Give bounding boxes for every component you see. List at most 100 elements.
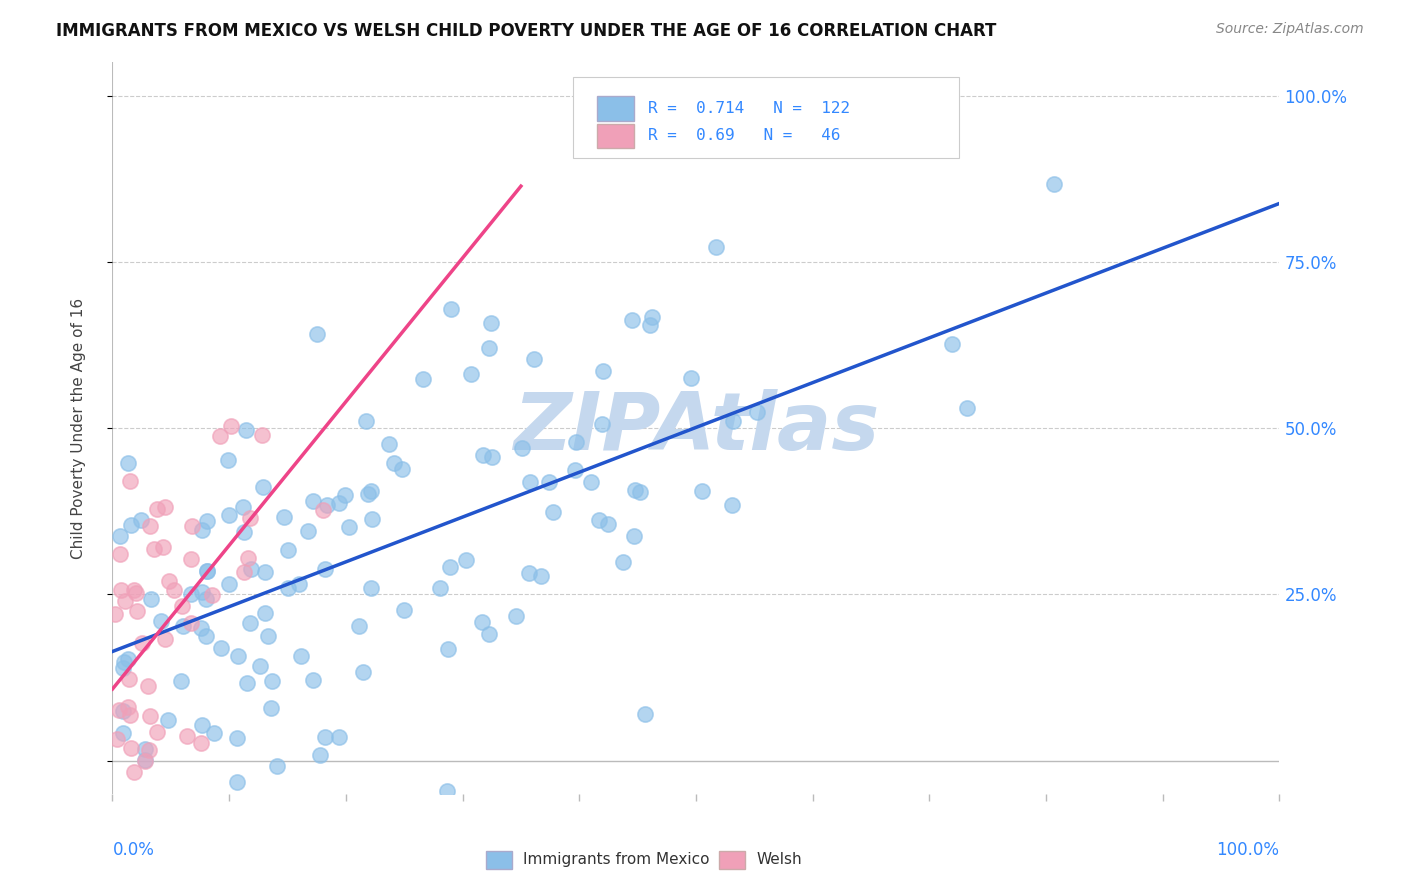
Point [510,441,533,455]
Point [360,581,382,595]
Point [195,564,218,578]
Point [239,510,262,524]
Point [226,648,249,663]
Point [235,423,257,437]
Point [117,699,139,714]
Point [454,553,477,567]
Point [378,437,401,451]
Point [290,648,312,663]
Point [190,735,212,749]
Text: Immigrants from Mexico: Immigrants from Mexico [523,852,710,867]
Point [127,604,149,618]
Point [218,508,240,523]
Point [195,514,218,528]
Point [233,524,256,539]
Point [565,435,588,450]
Point [136,679,159,693]
Point [481,450,503,464]
Point [120,475,142,489]
Point [623,529,645,543]
Point [112,704,135,718]
Point [254,565,277,579]
Point [307,327,329,342]
Point [191,523,214,537]
Point [235,676,257,690]
Point [146,501,169,516]
Point [114,806,136,821]
Point [138,743,160,757]
Point [579,475,602,489]
Point [191,585,214,599]
Point [180,587,202,601]
Point [360,483,382,498]
Point [254,607,277,621]
Point [117,652,139,666]
Point [191,718,214,732]
Point [505,608,527,623]
Point [519,475,541,489]
Point [131,512,153,526]
Point [139,519,162,533]
Point [131,636,153,650]
Text: 100.0%: 100.0% [1216,841,1279,859]
Point [152,540,174,554]
Point [479,316,502,330]
Point [460,367,482,381]
Point [156,713,179,727]
Point [628,485,651,500]
Text: R =  0.69   N =   46: R = 0.69 N = 46 [648,128,841,143]
Point [745,404,768,418]
Text: ZIPAtlas: ZIPAtlas [513,389,879,467]
Point [103,607,125,621]
Point [301,673,323,688]
Point [218,576,240,591]
Point [110,583,132,598]
Point [596,517,619,532]
Point [111,806,134,821]
Point [530,569,553,583]
Point [118,672,141,686]
Point [142,541,165,556]
Point [360,512,382,526]
Point [277,543,299,558]
Point [277,581,299,595]
Point [134,753,156,767]
Point [328,496,350,510]
Point [564,462,586,476]
Point [201,588,224,602]
Point [391,461,413,475]
Point [309,748,332,763]
Text: Welsh: Welsh [756,852,803,867]
Point [134,742,156,756]
Point [478,627,501,641]
Text: R =  0.714   N =  122: R = 0.714 N = 122 [648,101,851,116]
FancyBboxPatch shape [574,77,959,158]
Point [209,640,232,655]
Point [592,364,614,378]
Point [591,417,613,431]
Point [180,552,202,566]
Point [273,510,295,524]
Point [588,512,610,526]
Point [217,452,239,467]
Point [690,483,713,498]
Point [117,456,139,470]
Point [112,661,135,675]
Point [471,615,494,629]
Point [108,547,131,561]
Point [634,706,657,721]
Point [120,741,142,756]
Point [170,599,193,613]
Point [612,556,634,570]
Point [621,313,644,327]
Point [194,591,217,606]
Point [472,449,495,463]
Point [522,352,544,367]
Point [252,428,274,442]
Point [195,629,218,643]
Y-axis label: Child Poverty Under the Age of 16: Child Poverty Under the Age of 16 [72,298,86,558]
Point [941,336,963,351]
Point [122,764,145,779]
Point [721,413,744,427]
Point [517,566,540,580]
